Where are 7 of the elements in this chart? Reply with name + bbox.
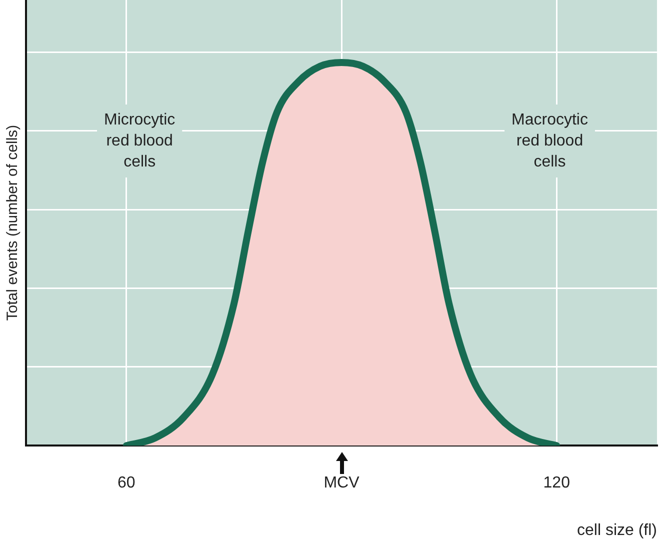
x-axis-title: cell size (fl) xyxy=(576,522,657,539)
x-tick-label: 120 xyxy=(543,474,570,492)
y-axis-title: Total events (number of cells) xyxy=(4,124,22,321)
annotation: Microcytic red blood cells xyxy=(104,111,176,170)
annotation: Macrocytic red blood cells xyxy=(512,111,588,170)
x-tick-label: 60 xyxy=(117,474,136,492)
x-tick-label: MCV xyxy=(324,474,360,492)
